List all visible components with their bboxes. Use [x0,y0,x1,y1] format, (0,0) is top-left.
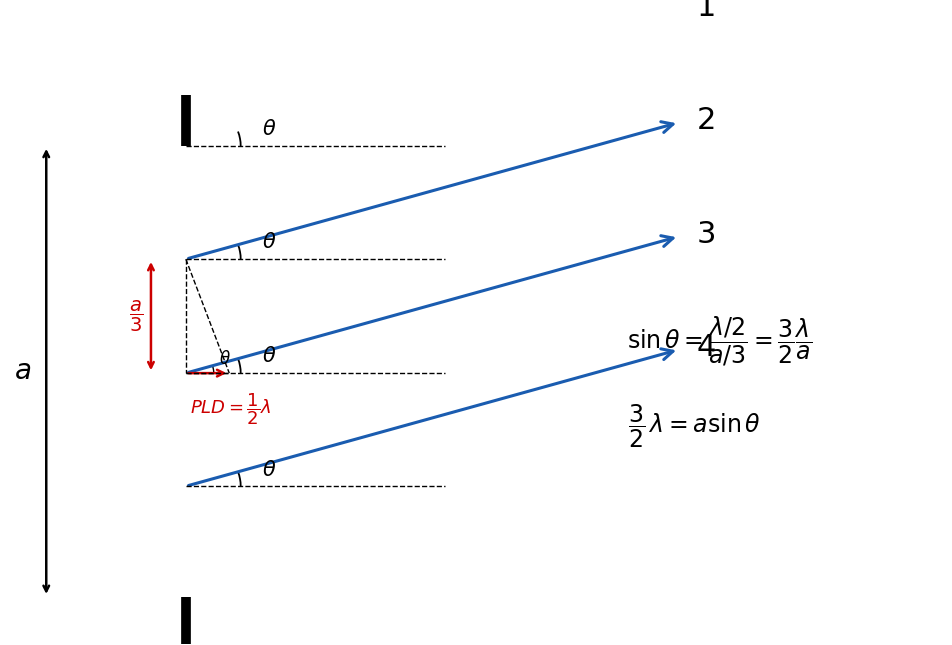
Text: 3: 3 [697,220,717,249]
Text: $\theta$: $\theta$ [262,460,276,480]
Text: $\theta$: $\theta$ [262,232,276,252]
Text: 4: 4 [697,333,716,362]
Text: $\sin\theta = \dfrac{\lambda/2}{a/3} = \dfrac{3}{2}\dfrac{\lambda}{a}$: $\sin\theta = \dfrac{\lambda/2}{a/3} = \… [626,315,812,368]
Text: 2: 2 [697,106,716,135]
Text: $\theta$: $\theta$ [262,119,276,139]
Text: $\theta$: $\theta$ [219,350,230,368]
Text: $a$: $a$ [14,357,31,386]
Text: $\dfrac{a}{3}$: $\dfrac{a}{3}$ [129,299,143,333]
Text: 1: 1 [697,0,716,22]
Text: $\dfrac{3}{2}\,\lambda = a\sin\theta$: $\dfrac{3}{2}\,\lambda = a\sin\theta$ [628,403,761,450]
Text: $\theta$: $\theta$ [262,346,276,366]
Text: $PLD = \dfrac{1}{2}\lambda$: $PLD = \dfrac{1}{2}\lambda$ [189,392,271,428]
